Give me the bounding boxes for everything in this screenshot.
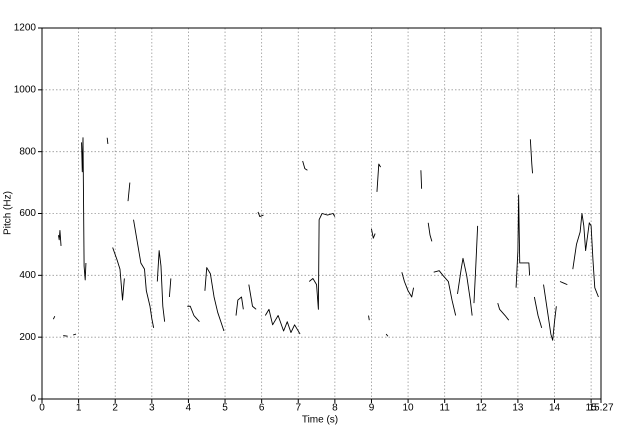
x-tick-label: 4 xyxy=(186,403,192,414)
x-tick-label: 11 xyxy=(439,403,450,414)
x-tick-label: 12 xyxy=(476,403,488,414)
x-tick-label: 15.27 xyxy=(588,403,613,414)
x-tick-label: 15 xyxy=(586,403,598,414)
x-tick-label: 8 xyxy=(332,403,338,414)
x-tick-label: 2 xyxy=(112,403,118,414)
y-tick-label: 1200 xyxy=(14,23,37,34)
x-tick-label: 13 xyxy=(512,403,524,414)
x-tick-label: 1 xyxy=(76,403,82,414)
y-tick-label: 600 xyxy=(19,208,36,219)
y-tick-label: 1000 xyxy=(14,84,37,95)
plot-frame xyxy=(41,27,602,400)
x-tick-label: 9 xyxy=(369,403,375,414)
y-axis-title: Pitch (Hz) xyxy=(3,191,14,235)
x-axis-title: Time (s) xyxy=(302,415,338,426)
x-tick-label: 0 xyxy=(39,403,45,414)
y-tick-label: 800 xyxy=(19,146,36,157)
x-tick-label: 10 xyxy=(403,403,415,414)
x-tick-label: 5 xyxy=(222,403,228,414)
y-tick-label: 0 xyxy=(30,394,36,405)
x-tick-label: 3 xyxy=(149,403,155,414)
x-tick-label: 14 xyxy=(549,403,561,414)
y-tick-label: 400 xyxy=(19,270,36,281)
x-tick-label: 6 xyxy=(259,403,265,414)
x-tick-label: 7 xyxy=(295,403,301,414)
y-tick-label: 200 xyxy=(19,332,36,343)
pitch-line xyxy=(52,137,599,341)
